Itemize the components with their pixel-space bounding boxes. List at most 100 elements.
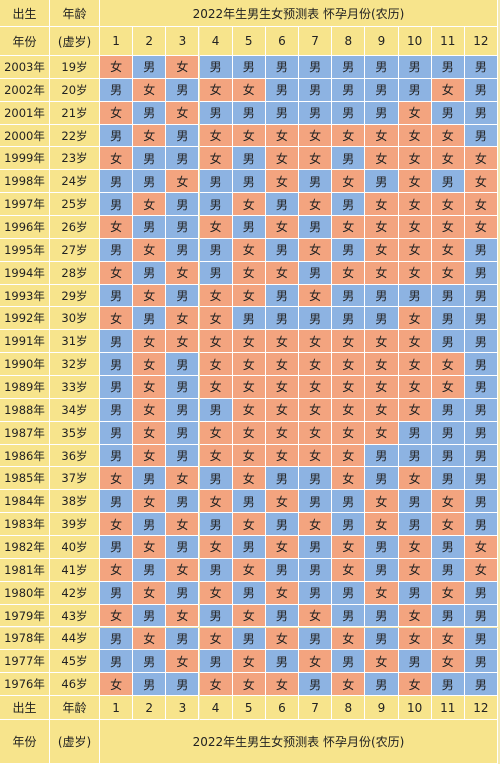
- gender-cell: 女: [232, 124, 266, 148]
- gender-cell: 女: [299, 444, 333, 468]
- gender-cell: 女: [398, 238, 432, 262]
- birth-year: 1976年: [0, 673, 50, 697]
- gender-cell: 女: [232, 330, 266, 354]
- birth-year: 1998年: [0, 170, 50, 194]
- gender-cell: 男: [398, 490, 432, 514]
- gender-cell: 女: [431, 261, 465, 285]
- gender-cell: 女: [133, 238, 167, 262]
- virtual-age: 32岁: [50, 353, 100, 377]
- gender-cell: 女: [365, 238, 399, 262]
- gender-cell: 女: [199, 536, 233, 559]
- gender-cell: 女: [299, 147, 333, 171]
- gender-cell: 男: [398, 78, 432, 102]
- gender-cell: 男: [100, 124, 134, 148]
- virtual-age: 35岁: [50, 421, 100, 445]
- gender-cell: 男: [199, 101, 233, 125]
- gender-cell: 男: [166, 238, 200, 262]
- gender-cell: 女: [232, 261, 266, 285]
- gender-cell: 女: [199, 124, 233, 148]
- birth-year: 1986年: [0, 444, 50, 468]
- gender-cell: 男: [464, 421, 499, 445]
- gender-cell: 男: [133, 147, 167, 171]
- gender-cell: 男: [431, 330, 465, 354]
- gender-cell: 男: [199, 604, 233, 628]
- month-footer: 10: [398, 696, 432, 721]
- gender-cell: 男: [232, 216, 266, 239]
- gender-cell: 男: [232, 307, 266, 331]
- gender-cell: 男: [431, 673, 465, 697]
- gender-cell: 男: [166, 284, 200, 308]
- gender-cell: 女: [232, 193, 266, 217]
- gender-cell: 男: [398, 444, 432, 468]
- month-footer: 9: [365, 696, 399, 721]
- gender-cell: 女: [133, 78, 167, 102]
- gender-cell: 女: [265, 536, 299, 559]
- virtual-age: 26岁: [50, 216, 100, 239]
- virtual-age: 43岁: [50, 604, 100, 628]
- gender-cell: 男: [365, 558, 399, 582]
- gender-cell: 男: [133, 216, 167, 239]
- gender-cell: 女: [398, 307, 432, 331]
- gender-cell: 女: [199, 78, 233, 102]
- gender-cell: 男: [464, 650, 499, 674]
- gender-cell: 女: [232, 376, 266, 399]
- gender-cell: 女: [299, 124, 333, 148]
- virtual-age: 27岁: [50, 238, 100, 262]
- gender-cell: 男: [166, 216, 200, 239]
- gender-cell: 女: [265, 581, 299, 605]
- gender-cell: 男: [464, 307, 499, 331]
- gender-cell: 女: [232, 513, 266, 537]
- gender-cell: 男: [133, 261, 167, 285]
- gender-cell: 女: [133, 536, 167, 559]
- month-footer: 11: [431, 696, 465, 721]
- gender-cell: 女: [431, 376, 465, 399]
- gender-cell: 女: [299, 353, 333, 377]
- gender-cell: 女: [398, 604, 432, 628]
- gender-cell: 女: [232, 284, 266, 308]
- gender-cell: 男: [100, 330, 134, 354]
- gender-cell: 女: [332, 627, 366, 651]
- virtual-age: 45岁: [50, 650, 100, 674]
- gender-cell: 男: [431, 558, 465, 582]
- gender-cell: 男: [232, 101, 266, 125]
- gender-cell: 男: [332, 193, 366, 217]
- gender-cell: 女: [299, 238, 333, 262]
- gender-cell: 女: [431, 124, 465, 148]
- gender-cell: 男: [332, 650, 366, 674]
- month-footer: 4: [199, 696, 233, 721]
- gender-cell: 女: [332, 444, 366, 468]
- gender-cell: 男: [299, 627, 333, 651]
- gender-cell: 男: [332, 513, 366, 537]
- gender-cell: 男: [100, 238, 134, 262]
- virtual-age: 31岁: [50, 330, 100, 354]
- gender-cell: 男: [431, 467, 465, 491]
- gender-cell: 男: [265, 284, 299, 308]
- gender-cell: 男: [464, 490, 499, 514]
- gender-cell: 男: [232, 56, 266, 79]
- gender-cell: 女: [133, 490, 167, 514]
- month-header: 3: [166, 27, 200, 56]
- birth-year: 1980年: [0, 581, 50, 605]
- gender-cell: 女: [464, 147, 499, 171]
- month-footer: 2: [133, 696, 167, 721]
- gender-cell: 男: [199, 467, 233, 491]
- month-header: 1: [100, 27, 134, 56]
- gender-cell: 女: [431, 147, 465, 171]
- gender-cell: 男: [133, 558, 167, 582]
- gender-cell: 男: [133, 307, 167, 331]
- gender-cell: 女: [398, 673, 432, 697]
- month-header: 5: [232, 27, 266, 56]
- gender-cell: 男: [332, 147, 366, 171]
- gender-cell: 女: [232, 78, 266, 102]
- gender-cell: 男: [464, 513, 499, 537]
- gender-cell: 女: [265, 490, 299, 514]
- gender-cell: 男: [431, 421, 465, 445]
- gender-cell: 男: [398, 581, 432, 605]
- gender-cell: 女: [431, 627, 465, 651]
- gender-cell: 女: [199, 147, 233, 171]
- gender-cell: 女: [332, 398, 366, 422]
- gender-cell: 女: [265, 330, 299, 354]
- gender-cell: 男: [299, 56, 333, 79]
- gender-cell: 男: [365, 78, 399, 102]
- gender-cell: 女: [166, 650, 200, 674]
